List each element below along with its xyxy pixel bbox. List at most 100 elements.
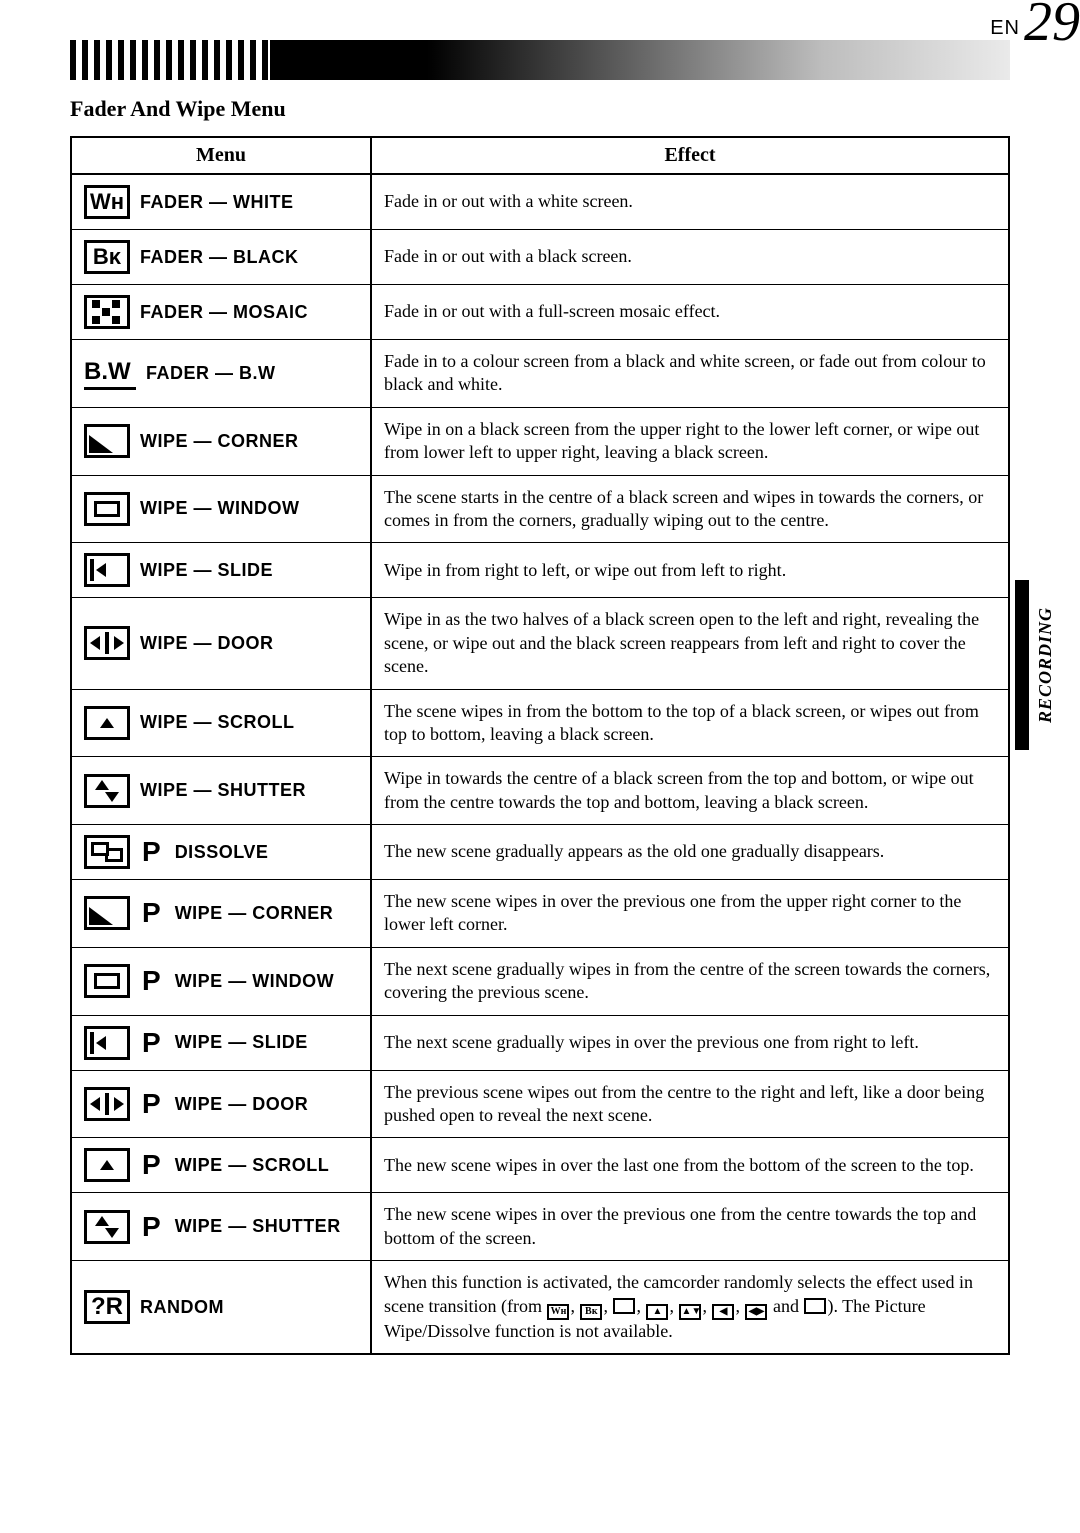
side-tab-recording: RECORDING <box>1015 580 1056 750</box>
table-row: P DISSOLVE The new scene gradually appears… <box>71 825 1009 880</box>
menu-cell: WIPE — DOOR <box>71 598 371 689</box>
menu-cell: WIPE — CORNER <box>71 407 371 475</box>
menu-label: WIPE — WINDOW <box>140 498 299 519</box>
p-badge: P <box>142 897 161 929</box>
menu-label: WIPE — SCROLL <box>175 1155 330 1176</box>
effect-cell: Wipe in from right to left, or wipe out … <box>371 543 1009 598</box>
door-icon <box>84 626 130 660</box>
menu-icon: Bᴋ <box>84 240 130 274</box>
menu-cell: FADER — MOSAIC <box>71 285 371 340</box>
menu-cell: WIPE — WINDOW <box>71 475 371 543</box>
header-bar <box>70 40 1010 80</box>
table-row: Wʜ FADER — WHITE Fade in or out with a whi… <box>71 174 1009 230</box>
table-row: WIPE — SCROLL The scene wipes in from the… <box>71 689 1009 757</box>
table-row: WIPE — CORNER Wipe in on a black screen f… <box>71 407 1009 475</box>
effect-cell: When this function is activated, the cam… <box>371 1261 1009 1354</box>
p-badge: P <box>142 1027 161 1059</box>
col-header-effect: Effect <box>371 137 1009 174</box>
menu-label: WIPE — SCROLL <box>140 712 295 733</box>
menu-cell: B.W FADER — B.W <box>71 340 371 408</box>
p-badge: P <box>142 1088 161 1120</box>
menu-label: WIPE — CORNER <box>175 903 334 924</box>
page-number: EN29 <box>990 0 1080 54</box>
shutter-icon <box>84 774 130 808</box>
menu-cell: P WIPE — SLIDE <box>71 1015 371 1070</box>
page-number-value: 29 <box>1024 0 1080 53</box>
effect-cell: The next scene gradually wipes in from t… <box>371 947 1009 1015</box>
menu-cell: WIPE — SCROLL <box>71 689 371 757</box>
menu-cell: P WIPE — SCROLL <box>71 1138 371 1193</box>
menu-cell: WIPE — SHUTTER <box>71 757 371 825</box>
effect-cell: The new scene wipes in over the last one… <box>371 1138 1009 1193</box>
dissolve-icon <box>84 835 130 869</box>
table-row: FADER — MOSAIC Fade in or out with a full… <box>71 285 1009 340</box>
table-row: P WIPE — DOOR The previous scene wipes out… <box>71 1070 1009 1138</box>
table-row: B.W FADER — B.W Fade in to a colour screen… <box>71 340 1009 408</box>
menu-cell: WIPE — SLIDE <box>71 543 371 598</box>
lang-prefix: EN <box>990 17 1020 39</box>
corner-icon <box>84 424 130 458</box>
menu-label: FADER — MOSAIC <box>140 302 308 323</box>
table-row: WIPE — SHUTTER Wipe in towards the centre… <box>71 757 1009 825</box>
slide-icon <box>84 1026 130 1060</box>
header-tickmarks <box>70 40 270 80</box>
corner-icon <box>84 896 130 930</box>
p-badge: P <box>142 836 161 868</box>
table-row: PWIPE — WINDOWThe next scene gradually w… <box>71 947 1009 1015</box>
table-row: PWIPE — SHUTTERThe new scene wipes in ov… <box>71 1193 1009 1261</box>
menu-label: RANDOM <box>140 1297 224 1318</box>
menu-label: FADER — WHITE <box>140 192 294 213</box>
shutter-icon <box>84 1210 130 1244</box>
menu-label: WIPE — CORNER <box>140 431 299 452</box>
effect-cell: Fade in or out with a black screen. <box>371 230 1009 285</box>
effect-cell: Wipe in on a black screen from the upper… <box>371 407 1009 475</box>
menu-cell: ?R RANDOM <box>71 1261 371 1354</box>
menu-icon: Wʜ <box>84 185 130 219</box>
menu-cell: Bᴋ FADER — BLACK <box>71 230 371 285</box>
menu-label: WIPE — DOOR <box>175 1094 309 1115</box>
menu-icon: ?R <box>84 1290 130 1324</box>
effect-cell: The new scene wipes in over the previous… <box>371 1193 1009 1261</box>
effect-cell: Fade in to a colour screen from a black … <box>371 340 1009 408</box>
p-badge: P <box>142 965 161 997</box>
menu-label: WIPE — DOOR <box>140 633 274 654</box>
effect-cell: Fade in or out with a full-screen mosaic… <box>371 285 1009 340</box>
menu-cell: Wʜ FADER — WHITE <box>71 174 371 230</box>
effect-cell: The previous scene wipes out from the ce… <box>371 1070 1009 1138</box>
effect-cell: The scene starts in the centre of a blac… <box>371 475 1009 543</box>
menu-label: FADER — BLACK <box>140 247 299 268</box>
menu-cell: P DISSOLVE <box>71 825 371 880</box>
effect-cell: The new scene gradually appears as the o… <box>371 825 1009 880</box>
door-icon <box>84 1087 130 1121</box>
menu-label: FADER — B.W <box>146 363 276 384</box>
menu-label: WIPE — SLIDE <box>175 1032 308 1053</box>
slide-icon <box>84 553 130 587</box>
menu-cell: PWIPE — SHUTTER <box>71 1193 371 1261</box>
effect-cell: The new scene wipes in over the previous… <box>371 880 1009 948</box>
window-icon <box>84 964 130 998</box>
scroll-icon <box>84 706 130 740</box>
table-row: WIPE — WINDOW The scene starts in the cen… <box>71 475 1009 543</box>
table-row: P WIPE — SCROLL The new scene wipes in ove… <box>71 1138 1009 1193</box>
effect-cell: The scene wipes in from the bottom to th… <box>371 689 1009 757</box>
menu-label: DISSOLVE <box>175 842 269 863</box>
effect-cell: The next scene gradually wipes in over t… <box>371 1015 1009 1070</box>
menu-cell: P WIPE — DOOR <box>71 1070 371 1138</box>
table-row: P WIPE — CORNER The new scene wipes in ove… <box>71 880 1009 948</box>
table-row: P WIPE — SLIDE The next scene gradually wi… <box>71 1015 1009 1070</box>
menu-label: WIPE — SHUTTER <box>140 780 306 801</box>
menu-icon: B.W <box>84 356 136 390</box>
effect-cell: Wipe in as the two halves of a black scr… <box>371 598 1009 689</box>
col-header-menu: Menu <box>71 137 371 174</box>
effect-cell: Fade in or out with a white screen. <box>371 174 1009 230</box>
menu-cell: PWIPE — WINDOW <box>71 947 371 1015</box>
menu-cell: P WIPE — CORNER <box>71 880 371 948</box>
effect-cell: Wipe in towards the centre of a black sc… <box>371 757 1009 825</box>
p-badge: P <box>142 1149 161 1181</box>
p-badge: P <box>142 1211 161 1243</box>
menu-label: WIPE — SLIDE <box>140 560 273 581</box>
table-row: WIPE — DOOR Wipe in as the two halves of … <box>71 598 1009 689</box>
table-row: WIPE — SLIDE Wipe in from right to left, … <box>71 543 1009 598</box>
mosaic-icon <box>84 295 130 329</box>
table-row: Bᴋ FADER — BLACK Fade in or out with a bla… <box>71 230 1009 285</box>
